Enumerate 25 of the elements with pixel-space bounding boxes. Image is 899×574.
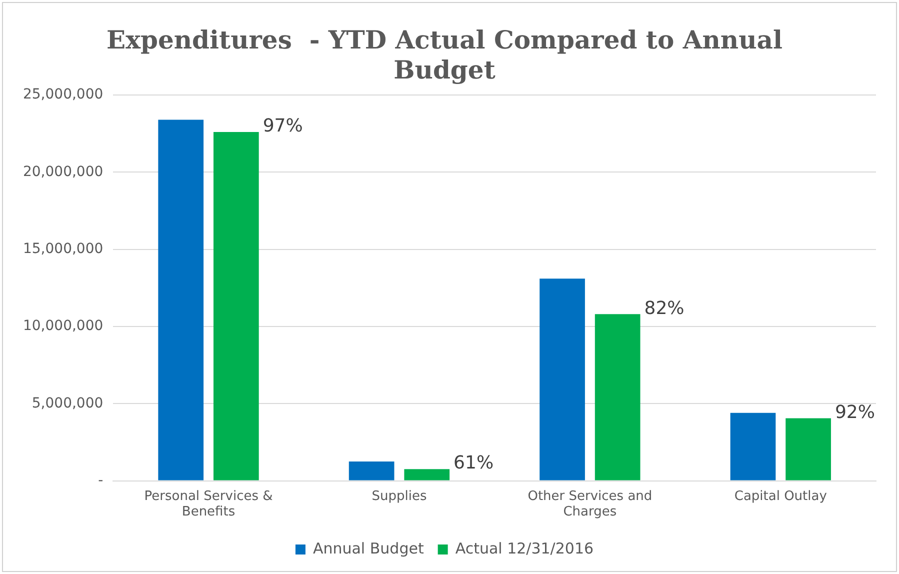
bar xyxy=(540,278,585,480)
y-tick-label: - xyxy=(98,472,104,488)
bar xyxy=(404,469,450,480)
x-tick-label: Capital Outlay xyxy=(734,488,828,504)
bar xyxy=(730,412,776,480)
x-tick-label: Personal Services & Benefits xyxy=(144,488,273,520)
bar xyxy=(786,418,831,480)
legend-label: Actual 12/31/2016 xyxy=(455,539,594,558)
x-tick-label: Supplies xyxy=(372,488,427,504)
bar xyxy=(213,132,259,480)
bar xyxy=(594,314,640,480)
chart-title: Expenditures - YTD Actual Compared to Annual Budget xyxy=(106,26,782,84)
y-tick-label: 5,000,000 xyxy=(32,395,104,412)
y-tick-label: 15,000,000 xyxy=(22,240,104,257)
annotation: 92% xyxy=(834,402,875,423)
y-tick-label: 25,000,000 xyxy=(22,86,104,103)
annotation: 97% xyxy=(262,116,303,137)
annotation: 61% xyxy=(454,452,494,474)
legend-label: Annual Budget xyxy=(312,539,424,558)
x-tick-label: Other Services and Charges xyxy=(528,488,652,520)
bar xyxy=(158,120,204,480)
y-tick-label: 20,000,000 xyxy=(22,164,104,180)
annotation: 82% xyxy=(644,298,684,319)
bar xyxy=(348,462,394,480)
y-tick-label: 10,000,000 xyxy=(22,318,104,334)
